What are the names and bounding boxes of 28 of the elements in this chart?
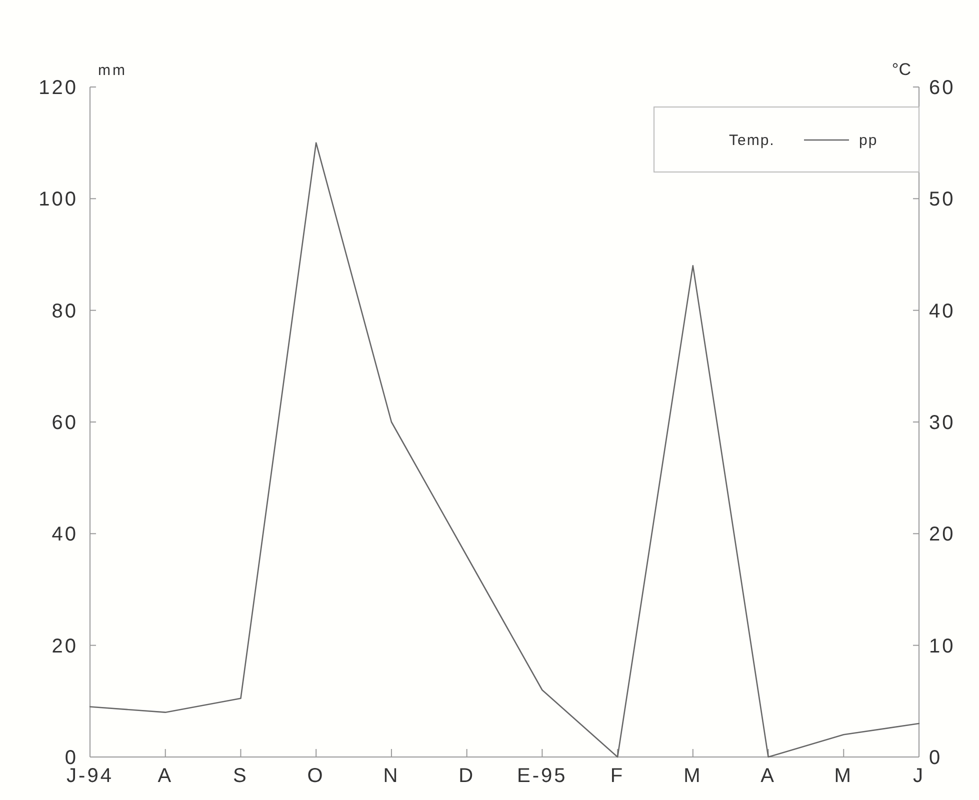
legend-title: Temp. bbox=[729, 132, 775, 149]
y2-tick-label: 50 bbox=[929, 188, 956, 211]
x-tick-label: N bbox=[383, 765, 400, 787]
y2-tick-label: 0 bbox=[929, 747, 942, 769]
y-tick-label: 20 bbox=[52, 635, 78, 658]
y2-tick-label: 40 bbox=[929, 300, 956, 322]
y2-tick-label: 60 bbox=[929, 77, 956, 99]
x-tick-label: A bbox=[760, 765, 776, 787]
y-tick-label: 100 bbox=[38, 188, 78, 211]
x-tick-label: F bbox=[610, 765, 625, 787]
x-tick-label: A bbox=[158, 765, 174, 787]
x-tick-label: E-95 bbox=[517, 765, 568, 787]
x-tick-label: J bbox=[913, 765, 925, 787]
x-tick-label: O bbox=[307, 765, 325, 787]
y2-tick-label: 20 bbox=[929, 524, 956, 546]
y-tick-label: 40 bbox=[52, 524, 78, 546]
y-tick-label: 120 bbox=[38, 77, 78, 99]
y-axis-title: mm bbox=[98, 62, 127, 79]
x-tick-label: M bbox=[684, 765, 702, 787]
x-tick-label: S bbox=[233, 765, 248, 787]
y2-axis-title: °C bbox=[892, 60, 911, 79]
x-tick-label: D bbox=[458, 765, 476, 787]
x-tick-label: M bbox=[834, 765, 853, 787]
y2-tick-label: 30 bbox=[929, 412, 956, 434]
y-tick-label: 60 bbox=[52, 412, 78, 434]
y2-tick-label: 10 bbox=[929, 635, 956, 658]
y-tick-label: 80 bbox=[52, 300, 78, 322]
legend-label: pp bbox=[859, 132, 878, 149]
